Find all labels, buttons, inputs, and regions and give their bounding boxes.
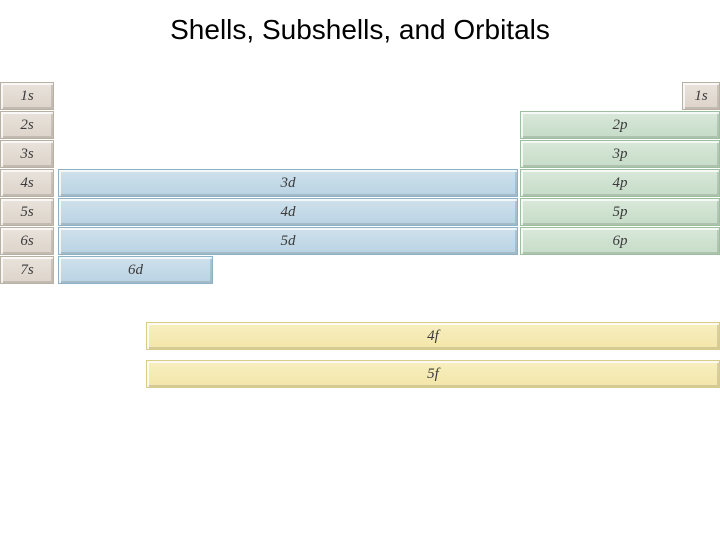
s-left-2s: 2s: [0, 111, 54, 139]
p-5p: 5p: [520, 198, 720, 226]
d-6d: 6d: [58, 256, 213, 284]
title-text: Shells, Subshells, and Orbitals: [170, 14, 550, 45]
s-left-4s: 4s: [0, 169, 54, 197]
p-6p: 6p: [520, 227, 720, 255]
f-4f-label: 4f: [427, 328, 439, 345]
p-6p-label: 6p: [613, 233, 628, 250]
d-5d-label: 5d: [281, 233, 296, 250]
s-left-5s-label: 5s: [20, 204, 33, 221]
s-left-1s-label: 1s: [20, 88, 33, 105]
s-left-4s-label: 4s: [20, 175, 33, 192]
d-3d-label: 3d: [281, 175, 296, 192]
p-3p-label: 3p: [613, 146, 628, 163]
f-4f: 4f: [146, 322, 720, 350]
s-left-6s: 6s: [0, 227, 54, 255]
s-left-6s-label: 6s: [20, 233, 33, 250]
p-4p: 4p: [520, 169, 720, 197]
p-5p-label: 5p: [613, 204, 628, 221]
f-5f-label: 5f: [427, 366, 439, 383]
d-4d-label: 4d: [281, 204, 296, 221]
d-5d: 5d: [58, 227, 518, 255]
p-4p-label: 4p: [613, 175, 628, 192]
f-5f: 5f: [146, 360, 720, 388]
s-right-1s-label: 1s: [694, 88, 707, 105]
s-left-7s: 7s: [0, 256, 54, 284]
p-3p: 3p: [520, 140, 720, 168]
s-left-3s: 3s: [0, 140, 54, 168]
s-left-5s: 5s: [0, 198, 54, 226]
d-4d: 4d: [58, 198, 518, 226]
p-2p-label: 2p: [613, 117, 628, 134]
s-left-1s: 1s: [0, 82, 54, 110]
s-right-1s: 1s: [682, 82, 720, 110]
s-left-2s-label: 2s: [20, 117, 33, 134]
page-title: Shells, Subshells, and Orbitals: [0, 14, 720, 46]
p-2p: 2p: [520, 111, 720, 139]
s-left-3s-label: 3s: [20, 146, 33, 163]
s-left-7s-label: 7s: [20, 262, 33, 279]
d-6d-label: 6d: [128, 262, 143, 279]
d-3d: 3d: [58, 169, 518, 197]
